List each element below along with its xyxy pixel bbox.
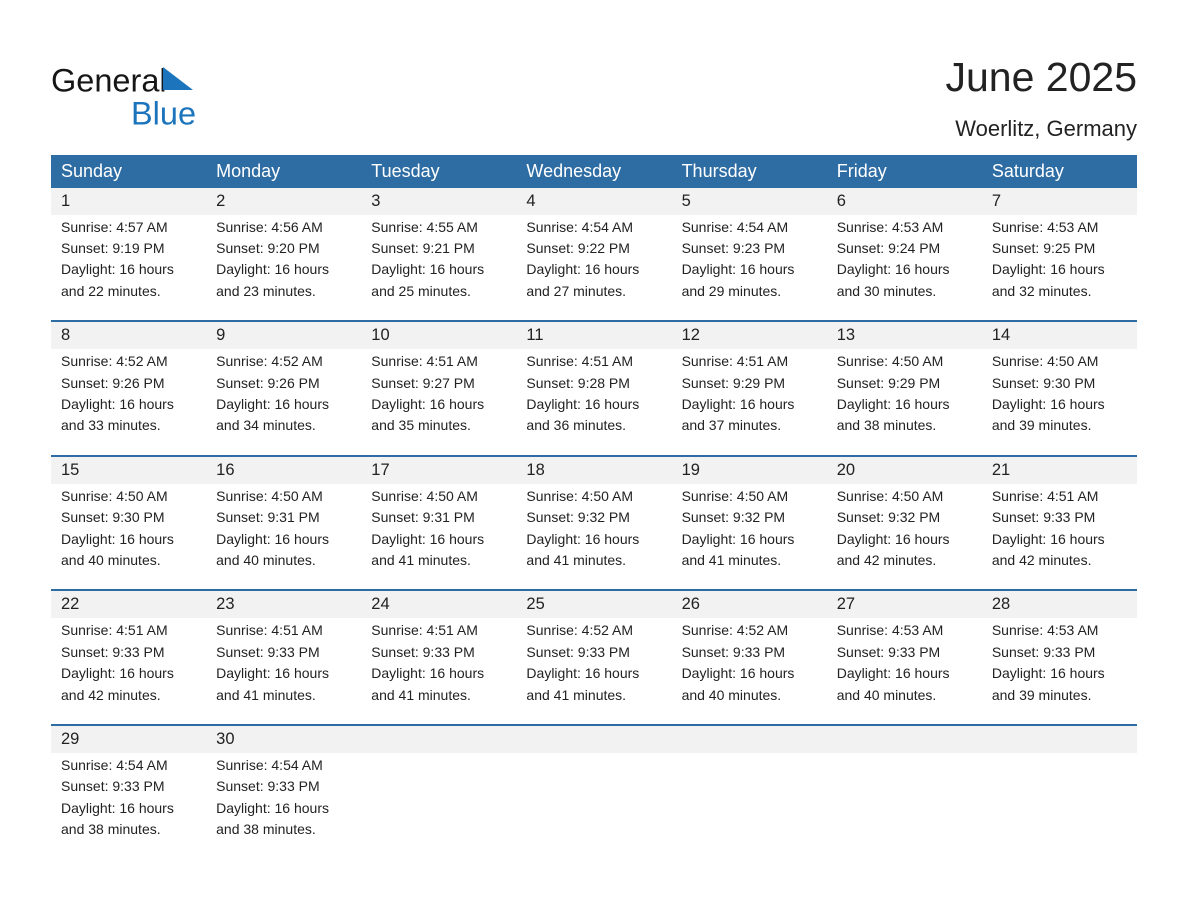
- svg-text:Blue: Blue: [131, 96, 196, 132]
- svg-text:General: General: [51, 63, 167, 99]
